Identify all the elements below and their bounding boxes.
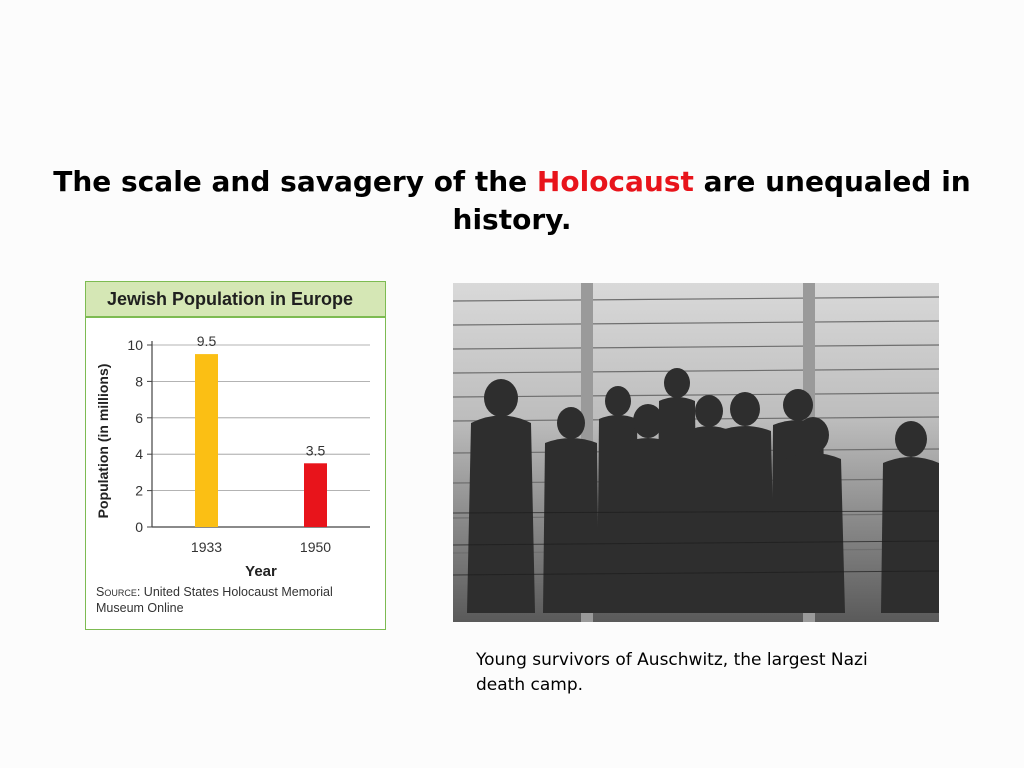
y-tick-label: 10 bbox=[127, 337, 143, 353]
chart-panel: Jewish Population in Europe 0 2 4 6 8 10 9.5 19… bbox=[85, 281, 386, 630]
photo-illustration bbox=[453, 283, 939, 622]
photo-caption: Young survivors of Auschwitz, the larges… bbox=[476, 650, 868, 695]
y-tick-label: 6 bbox=[135, 410, 143, 426]
title-highlight: Holocaust bbox=[536, 165, 694, 198]
bar bbox=[304, 463, 327, 527]
source-note: Source: United States Holocaust Memorial… bbox=[96, 584, 381, 616]
title-text-after: are unequaled in history. bbox=[452, 165, 971, 236]
data-label: 3.5 bbox=[306, 442, 326, 458]
y-tick-label: 2 bbox=[135, 483, 143, 499]
source-text: United States Holocaust Memorial Museum … bbox=[96, 585, 333, 615]
x-tick-label: 1950 bbox=[300, 539, 331, 555]
x-tick-label: 1933 bbox=[191, 539, 222, 555]
y-tick-label: 0 bbox=[135, 519, 143, 535]
bar bbox=[195, 354, 218, 527]
y-axis-label: Population (in millions) bbox=[95, 364, 111, 519]
title-text-before: The scale and savagery of the bbox=[53, 165, 537, 198]
bar-chart: 0 2 4 6 8 10 9.5 1933 3.5 1950 Year Population (in … bbox=[95, 333, 370, 580]
data-label: 9.5 bbox=[197, 333, 217, 349]
y-tick-label: 8 bbox=[135, 373, 143, 389]
slide-title: The scale and savagery of the Holocaust … bbox=[0, 163, 1024, 239]
x-axis-label: Year bbox=[245, 563, 277, 580]
source-label: Source: bbox=[96, 585, 141, 599]
survivors-photo bbox=[453, 283, 939, 622]
y-tick-label: 4 bbox=[135, 446, 143, 462]
chart-title: Jewish Population in Europe bbox=[86, 282, 385, 318]
